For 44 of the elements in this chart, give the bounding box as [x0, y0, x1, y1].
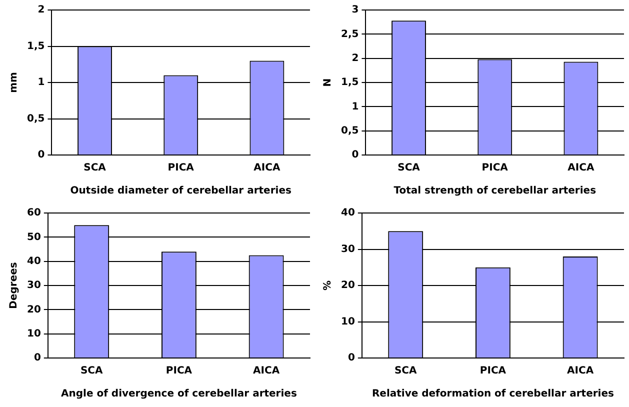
x-tick-label: PICA: [482, 162, 508, 174]
x-tick-label: AICA: [567, 366, 594, 377]
x-tick-label: SCA: [80, 366, 103, 377]
x-axis-title: Outside diameter of cerebellar arteries: [70, 186, 292, 197]
y-tick-label: 0: [34, 352, 41, 364]
y-tick-label: 0,5: [26, 113, 45, 124]
x-tick-label: SCA: [84, 162, 106, 174]
x-tick-label: SCA: [398, 162, 420, 174]
y-tick-label: 10: [26, 328, 41, 340]
x-tick-label: AICA: [568, 162, 594, 174]
y-tick-label: 30: [340, 244, 355, 255]
y-tick-label: 0: [352, 150, 359, 161]
y-tick-label: 1: [38, 77, 45, 88]
x-tick-label: PICA: [166, 366, 192, 377]
x-axis-title: Relative deformation of cerebellar arteries: [372, 388, 614, 400]
y-axis-title: %: [322, 280, 334, 291]
y-tick-label: 2,5: [340, 28, 359, 40]
y-tick-label: 1: [352, 101, 359, 112]
y-tick-label: 20: [26, 304, 41, 316]
y-tick-label: 60: [26, 208, 41, 219]
x-tick-label: PICA: [168, 162, 194, 174]
y-tick-label: 0,5: [340, 125, 359, 136]
y-axis-title: N: [322, 78, 334, 87]
y-tick-label: 30: [26, 280, 41, 292]
y-tick-label: 40: [340, 208, 355, 219]
x-tick-label: SCA: [394, 366, 417, 377]
y-tick-label: 50: [26, 232, 41, 243]
y-axis-title: Degrees: [8, 262, 20, 309]
y-tick-label: 1,5: [340, 77, 359, 88]
y-tick-label: 20: [340, 280, 355, 292]
x-axis-title: Angle of divergence of cerebellar arteries: [61, 388, 297, 400]
y-tick-label: 0: [38, 150, 45, 161]
x-axis-title: Total strength of cerebellar arteries: [394, 186, 596, 197]
x-tick-label: PICA: [480, 366, 506, 377]
y-tick-label: 1,5: [26, 40, 45, 52]
y-tick-label: 2: [352, 52, 359, 64]
y-tick-label: 2: [38, 4, 45, 16]
y-tick-label: 40: [26, 256, 41, 267]
y-tick-label: 0: [348, 352, 355, 364]
y-tick-label: 3: [352, 4, 359, 16]
x-tick-label: AICA: [254, 162, 280, 174]
y-axis-title: mm: [8, 72, 20, 93]
x-tick-label: AICA: [253, 366, 280, 377]
y-tick-label: 10: [340, 316, 355, 328]
